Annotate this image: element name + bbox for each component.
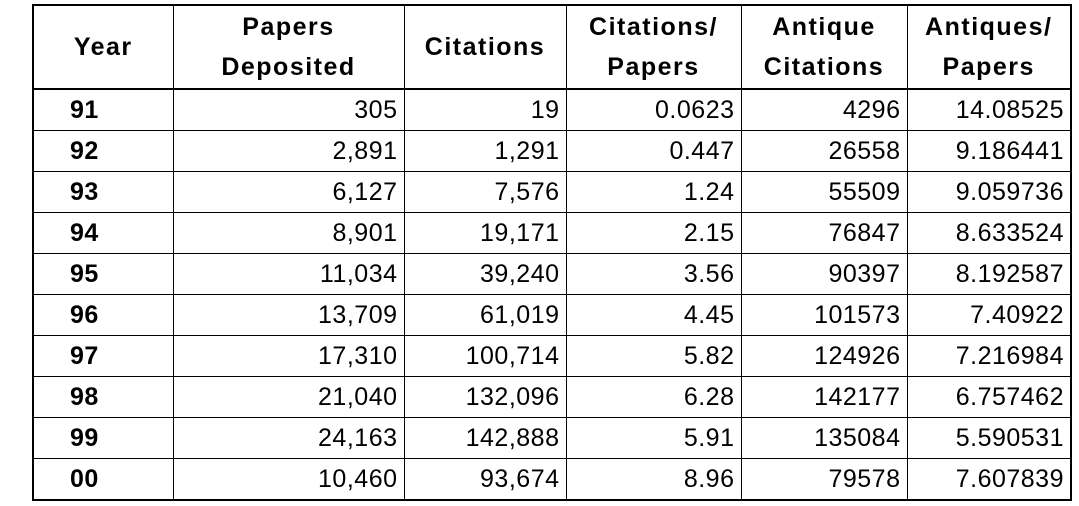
value-cell: 79578 bbox=[740, 458, 908, 501]
header-cell: Year bbox=[32, 4, 174, 90]
value-cell: 101573 bbox=[740, 294, 908, 336]
header-cell: Antique Citations bbox=[740, 4, 908, 90]
year-cell: 93 bbox=[32, 171, 174, 213]
value-cell: 14.08525 bbox=[906, 88, 1072, 131]
value-cell: 1,291 bbox=[403, 130, 567, 172]
header-text: Citations bbox=[763, 53, 885, 81]
value-cell: 8.96 bbox=[565, 458, 742, 501]
year-cell: 95 bbox=[32, 253, 174, 295]
value-cell: 26558 bbox=[740, 130, 908, 172]
table-row: 94 8,901 19,171 2.15 76847 8.633524 bbox=[32, 212, 1072, 254]
table-body: 91 305 19 0.0623 4296 14.08525 92 2,891 1,291 0.4… bbox=[32, 88, 1072, 501]
table-row: 00 10,460 93,674 8.96 79578 7.607839 bbox=[32, 458, 1072, 501]
value-cell: 11,034 bbox=[172, 253, 405, 295]
value-cell: 305 bbox=[172, 88, 405, 131]
year-cell: 97 bbox=[32, 335, 174, 377]
header-cell: Citations bbox=[403, 4, 567, 90]
value-cell: 7.40922 bbox=[906, 294, 1072, 336]
value-cell: 132,096 bbox=[403, 376, 567, 418]
value-cell: 9.059736 bbox=[906, 171, 1072, 213]
value-cell: 9.186441 bbox=[906, 130, 1072, 172]
header-text: Year bbox=[73, 33, 133, 61]
value-cell: 93,674 bbox=[403, 458, 567, 501]
value-cell: 10,460 bbox=[172, 458, 405, 501]
year-cell: 96 bbox=[32, 294, 174, 336]
header-text: Citations/ bbox=[589, 13, 718, 41]
header-row: Year Papers Deposited Citations Citations/Pa… bbox=[32, 4, 1072, 90]
header-text: Papers bbox=[607, 53, 700, 81]
value-cell: 7,576 bbox=[403, 171, 567, 213]
header-text: Antiques/ bbox=[925, 13, 1053, 41]
value-cell: 17,310 bbox=[172, 335, 405, 377]
value-cell: 5.91 bbox=[565, 417, 742, 459]
table-row: 92 2,891 1,291 0.447 26558 9.186441 bbox=[32, 130, 1072, 172]
header-cell: Antiques/Papers bbox=[906, 4, 1072, 90]
value-cell: 19 bbox=[403, 88, 567, 131]
year-cell: 98 bbox=[32, 376, 174, 418]
header-text: Papers bbox=[942, 53, 1035, 81]
value-cell: 13,709 bbox=[172, 294, 405, 336]
value-cell: 4.45 bbox=[565, 294, 742, 336]
year-cell: 94 bbox=[32, 212, 174, 254]
value-cell: 7.216984 bbox=[906, 335, 1072, 377]
value-cell: 8.633524 bbox=[906, 212, 1072, 254]
value-cell: 7.607839 bbox=[906, 458, 1072, 501]
header-cell: Citations/Papers bbox=[565, 4, 742, 90]
value-cell: 2.15 bbox=[565, 212, 742, 254]
table-row: 95 11,034 39,240 3.56 90397 8.192587 bbox=[32, 253, 1072, 295]
header-text: Antique bbox=[772, 13, 876, 41]
value-cell: 21,040 bbox=[172, 376, 405, 418]
value-cell: 0.447 bbox=[565, 130, 742, 172]
value-cell: 2,891 bbox=[172, 130, 405, 172]
year-cell: 92 bbox=[32, 130, 174, 172]
value-cell: 90397 bbox=[740, 253, 908, 295]
value-cell: 135084 bbox=[740, 417, 908, 459]
table-row: 99 24,163 142,888 5.91 135084 5.590531 bbox=[32, 417, 1072, 459]
value-cell: 76847 bbox=[740, 212, 908, 254]
value-cell: 61,019 bbox=[403, 294, 567, 336]
table-row: 93 6,127 7,576 1.24 55509 9.059736 bbox=[32, 171, 1072, 213]
value-cell: 8.192587 bbox=[906, 253, 1072, 295]
table-row: 96 13,709 61,019 4.45 101573 7.40922 bbox=[32, 294, 1072, 336]
header-cell: Papers Deposited bbox=[172, 4, 405, 90]
value-cell: 0.0623 bbox=[565, 88, 742, 131]
value-cell: 24,163 bbox=[172, 417, 405, 459]
header-text: Deposited bbox=[221, 53, 356, 81]
year-cell: 00 bbox=[32, 458, 174, 501]
value-cell: 19,171 bbox=[403, 212, 567, 254]
value-cell: 8,901 bbox=[172, 212, 405, 254]
value-cell: 142,888 bbox=[403, 417, 567, 459]
table-row: 98 21,040 132,096 6.28 142177 6.757462 bbox=[32, 376, 1072, 418]
table-row: 97 17,310 100,714 5.82 124926 7.216984 bbox=[32, 335, 1072, 377]
table-row: 91 305 19 0.0623 4296 14.08525 bbox=[32, 88, 1072, 131]
value-cell: 5.82 bbox=[565, 335, 742, 377]
header-text: Citations bbox=[424, 33, 546, 61]
header-text: Papers bbox=[242, 13, 335, 41]
value-cell: 39,240 bbox=[403, 253, 567, 295]
value-cell: 55509 bbox=[740, 171, 908, 213]
year-cell: 91 bbox=[32, 88, 174, 131]
value-cell: 3.56 bbox=[565, 253, 742, 295]
value-cell: 5.590531 bbox=[906, 417, 1072, 459]
value-cell: 124926 bbox=[740, 335, 908, 377]
value-cell: 142177 bbox=[740, 376, 908, 418]
data-table: Year Papers Deposited Citations Citations/Pa… bbox=[32, 4, 1072, 501]
year-cell: 99 bbox=[32, 417, 174, 459]
value-cell: 6.28 bbox=[565, 376, 742, 418]
value-cell: 6,127 bbox=[172, 171, 405, 213]
value-cell: 1.24 bbox=[565, 171, 742, 213]
value-cell: 100,714 bbox=[403, 335, 567, 377]
value-cell: 6.757462 bbox=[906, 376, 1072, 418]
value-cell: 4296 bbox=[740, 88, 908, 131]
